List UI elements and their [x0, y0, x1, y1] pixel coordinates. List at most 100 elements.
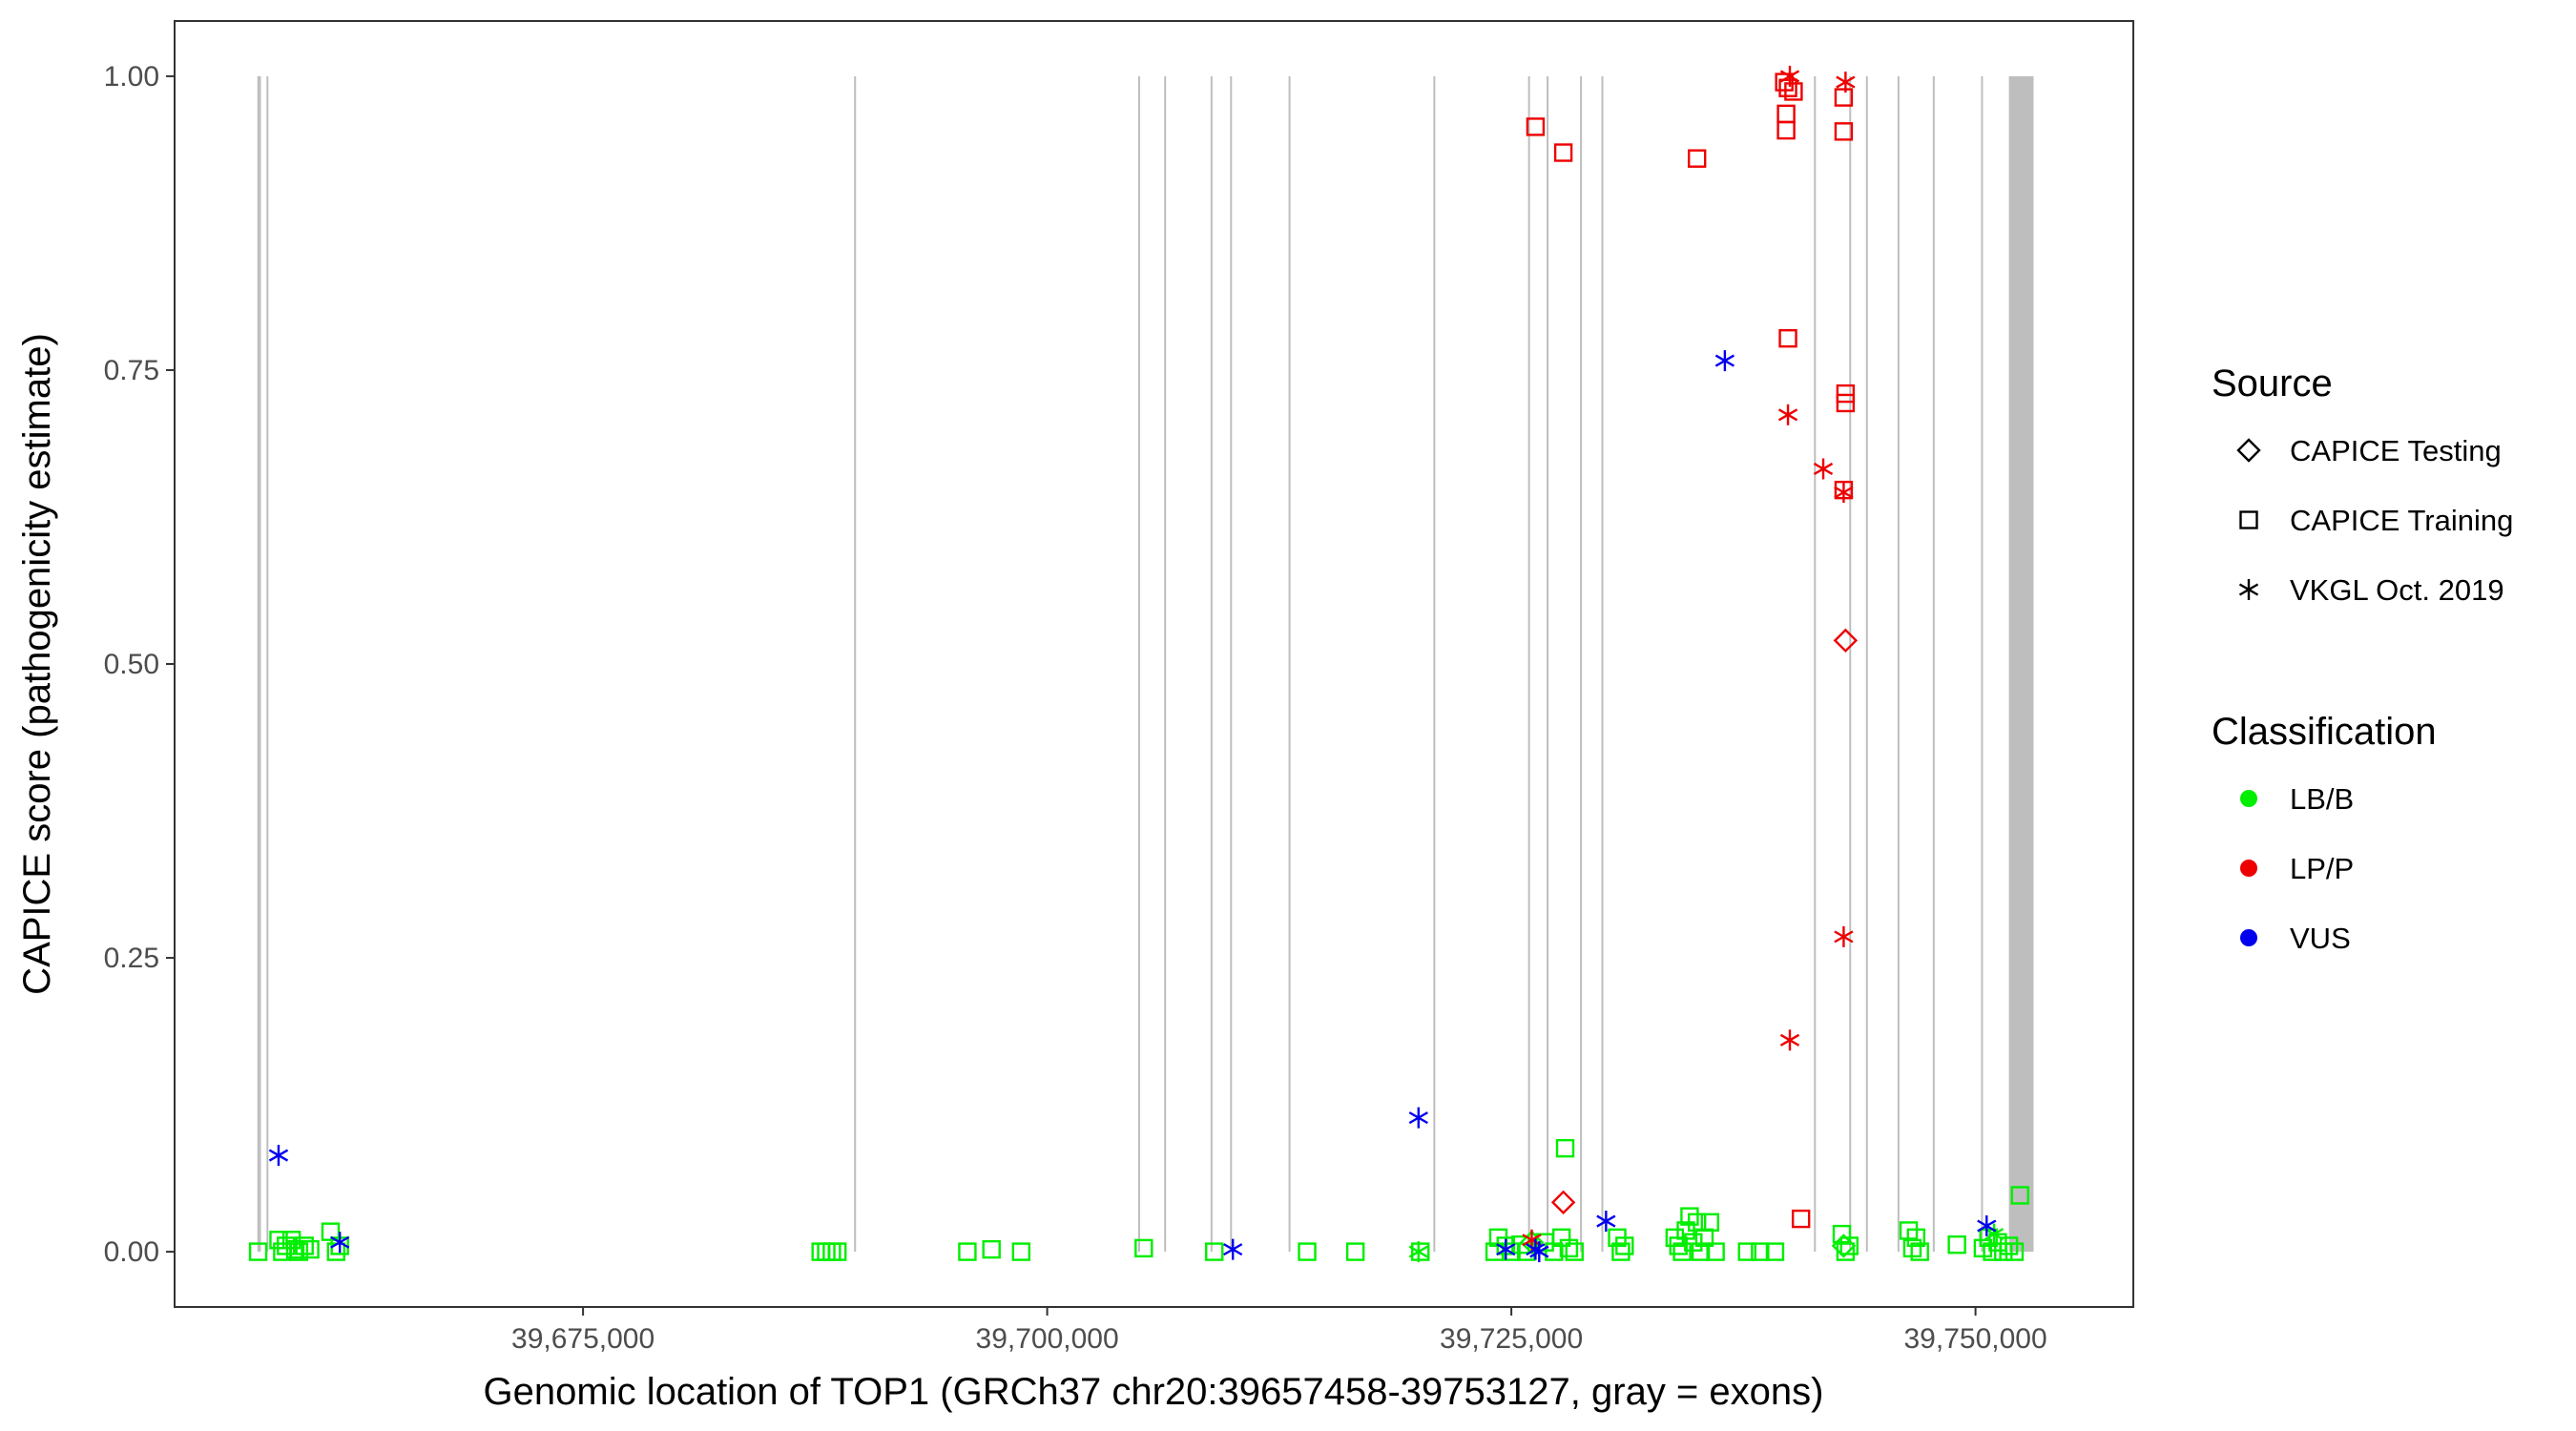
- data-point: [268, 1145, 289, 1167]
- legend-key-diamond: [2236, 438, 2261, 463]
- legend-key-dot: [2240, 860, 2257, 877]
- data-point: [982, 1239, 1001, 1259]
- data-point: [1777, 404, 1798, 425]
- data-point: [958, 1242, 977, 1261]
- data-point: [277, 1236, 296, 1255]
- exon-band: [1210, 75, 1213, 1253]
- data-point: [1834, 88, 1854, 107]
- data-point: [828, 1242, 847, 1261]
- exon-band: [1580, 75, 1583, 1253]
- legend-title-source: Source: [2212, 363, 2333, 404]
- data-point: [1411, 1242, 1430, 1261]
- data-point: [1011, 1242, 1031, 1261]
- y-tick-label: 0.25: [104, 943, 159, 974]
- data-point: [1779, 65, 1800, 87]
- data-point: [1223, 1238, 1243, 1260]
- y-tick-label: 1.00: [104, 61, 159, 93]
- data-point: [1947, 1234, 1966, 1255]
- data-point: [1596, 1211, 1616, 1233]
- data-point: [1751, 1242, 1770, 1261]
- legend-label: VUS: [2290, 922, 2351, 955]
- data-point: [1779, 1029, 1800, 1051]
- data-point: [1565, 1242, 1584, 1261]
- data-point: [1205, 1242, 1224, 1261]
- data-point: [1834, 122, 1854, 141]
- exon-band: [1527, 75, 1530, 1253]
- data-point: [1836, 1242, 1856, 1261]
- data-point: [1691, 1242, 1711, 1261]
- data-point: [295, 1236, 314, 1255]
- data-point: [1778, 78, 1797, 97]
- x-tick-label: 39,700,000: [976, 1323, 1119, 1355]
- data-point: [1737, 1242, 1756, 1261]
- exon-band: [1932, 75, 1935, 1253]
- data-point: [1784, 82, 1803, 101]
- data-point: [289, 1242, 309, 1261]
- data-point: [1977, 1214, 1997, 1236]
- data-point: [1994, 1242, 2013, 1261]
- y-tick-label: 0.75: [104, 355, 159, 386]
- data-point: [1906, 1228, 1926, 1248]
- exon-band: [1230, 75, 1233, 1253]
- exon-band: [1433, 75, 1436, 1253]
- exon-band: [266, 75, 269, 1253]
- exon-band: [1814, 75, 1817, 1253]
- legend-key-square: [2239, 510, 2258, 529]
- exon-band: [1288, 75, 1291, 1253]
- data-point: [1765, 1242, 1785, 1261]
- data-point: [1526, 117, 1546, 136]
- data-point: [2010, 1186, 2029, 1205]
- exon-band: [1865, 75, 1868, 1253]
- data-point: [1834, 482, 1854, 504]
- data-point: [1836, 393, 1856, 413]
- exon-band: [1547, 75, 1549, 1253]
- data-point: [1836, 72, 1856, 93]
- data-point: [1611, 1242, 1631, 1261]
- data-point: [301, 1239, 320, 1259]
- legend: Source CAPICE Testing CAPICE Training VKGL …: [2212, 363, 2513, 955]
- data-point: [1559, 1238, 1579, 1258]
- data-point: [1984, 1223, 2005, 1245]
- exon-band: [1601, 75, 1604, 1253]
- data-point: [1831, 1234, 1857, 1258]
- data-point: [1526, 1238, 1546, 1260]
- legend-label: CAPICE Testing: [2290, 434, 2502, 467]
- data-point: [1973, 1238, 1993, 1258]
- data-point: [1700, 1213, 1720, 1232]
- legend-label: LB/B: [2290, 782, 2354, 816]
- x-axis-title: Genomic location of TOP1 (GRCh37 chr20:3…: [484, 1371, 1824, 1413]
- exon-band: [257, 75, 261, 1253]
- data-point: [321, 1222, 341, 1241]
- legend-key-asterisk: [2238, 579, 2259, 600]
- exon-band: [1137, 75, 1140, 1253]
- x-axis: 39,675,000 39,700,000 39,725,000 39,750,000: [511, 1307, 2047, 1355]
- data-points: [248, 65, 2029, 1263]
- data-point: [1910, 1242, 1929, 1261]
- data-point: [285, 1239, 305, 1259]
- exon-band: [1897, 75, 1900, 1253]
- data-point: [1813, 458, 1834, 480]
- data-point: [1778, 328, 1797, 348]
- legend-label: CAPICE Training: [2290, 504, 2513, 537]
- data-point: [248, 1242, 268, 1261]
- data-point: [1833, 628, 1859, 653]
- y-tick-label: 0.00: [104, 1236, 159, 1268]
- data-point: [1834, 925, 1854, 947]
- data-point: [1999, 1236, 2019, 1255]
- legend-key-dot: [2240, 790, 2257, 807]
- data-point: [1714, 350, 1735, 372]
- data-point: [1791, 1209, 1811, 1229]
- x-tick-label: 39,675,000: [511, 1323, 654, 1355]
- data-point: [1345, 1242, 1365, 1261]
- x-tick-label: 39,750,000: [1904, 1323, 2047, 1355]
- exon-band: [1981, 75, 1984, 1253]
- exon-band: [2008, 75, 2034, 1253]
- exon-band: [854, 75, 857, 1253]
- data-point: [1687, 149, 1707, 168]
- data-point: [1672, 1242, 1692, 1261]
- data-point: [1555, 1138, 1575, 1158]
- data-point: [1134, 1238, 1153, 1258]
- data-point: [1496, 1238, 1516, 1260]
- legend-key-dot: [2240, 929, 2257, 946]
